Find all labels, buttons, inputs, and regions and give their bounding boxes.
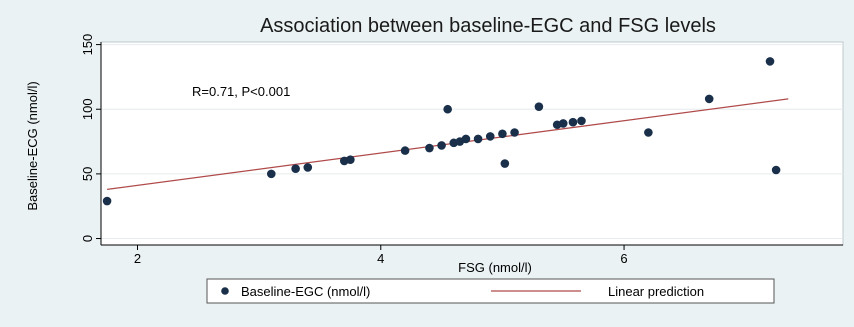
data-point-layer	[102, 57, 781, 206]
legend-label-line: Linear prediction	[608, 284, 704, 299]
data-point	[485, 132, 495, 141]
y-axis-title: Baseline-ECG (nmol/l)	[25, 81, 40, 210]
data-point	[577, 116, 586, 126]
data-point	[266, 169, 276, 179]
linear-prediction-line	[106, 98, 789, 191]
x-tick-label: 4	[377, 251, 384, 266]
data-point	[400, 146, 410, 155]
data-point	[568, 117, 578, 127]
data-point	[500, 159, 510, 168]
data-point	[102, 196, 112, 206]
y-tick-label: 50	[80, 167, 95, 181]
data-point	[346, 155, 355, 164]
y-tick-label: 0	[80, 235, 95, 242]
data-point	[437, 141, 446, 150]
plot-area	[100, 41, 844, 246]
y-tick-label: 100	[80, 98, 95, 120]
data-point	[558, 119, 568, 128]
legend-marker-points	[221, 287, 229, 295]
x-tick-label: 6	[620, 251, 627, 266]
data-point	[303, 163, 313, 172]
x-axis-title: FSG (nmol/l)	[458, 260, 532, 275]
data-point	[425, 143, 434, 153]
correlation-annotation: R=0.71, P<0.001	[192, 84, 290, 99]
regression-line-layer	[106, 98, 789, 191]
chart-title: Association between baseline-EGC and FSG…	[260, 15, 716, 37]
data-point	[461, 134, 471, 144]
data-point	[644, 128, 653, 137]
data-point	[443, 104, 452, 114]
y-tick-label: 150	[80, 34, 95, 56]
data-point	[771, 165, 781, 175]
data-point	[765, 57, 775, 66]
data-point	[510, 128, 519, 137]
legend-box	[206, 278, 775, 304]
legend: Baseline-EGC (nmol/l) Linear prediction	[206, 278, 775, 304]
data-point	[704, 94, 714, 104]
legend-label-points: Baseline-EGC (nmol/l)	[241, 284, 370, 299]
data-point	[473, 134, 483, 144]
data-point	[534, 102, 544, 111]
data-point	[291, 164, 300, 174]
x-tick-label: 2	[134, 251, 141, 266]
axes: 0 50 100 150 2 4 6	[80, 34, 843, 266]
data-point	[498, 129, 507, 139]
